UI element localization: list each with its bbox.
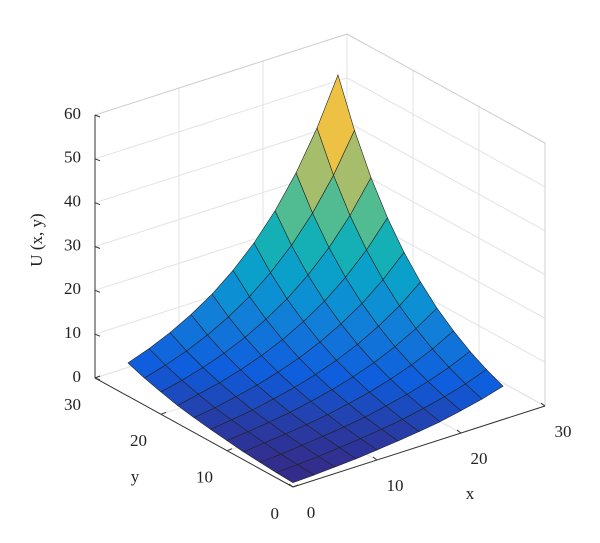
- z-tick: [94, 333, 101, 337]
- grid-line: [346, 165, 546, 275]
- grid-line: [346, 121, 546, 232]
- y-axis-label: y: [131, 467, 140, 486]
- y-tick-label: 10: [196, 468, 213, 487]
- x-tick-label: 10: [387, 476, 404, 495]
- z-tick-label: 50: [64, 148, 81, 167]
- y-tick: [94, 375, 101, 379]
- box-edge: [94, 33, 348, 116]
- z-tick-label: 30: [64, 235, 81, 254]
- grid-line: [94, 77, 348, 160]
- x-axis: [292, 405, 546, 488]
- y-tick: [160, 411, 167, 415]
- x-tick: [288, 483, 294, 488]
- y-tick-label: 20: [130, 431, 147, 450]
- x-tick: [372, 456, 378, 461]
- z-tick: [94, 114, 101, 118]
- surface-cell: [275, 464, 315, 483]
- x-tick-label: 20: [471, 449, 488, 468]
- z-tick: [94, 202, 101, 206]
- z-tick: [94, 289, 101, 293]
- z-tick-label: 0: [73, 367, 82, 386]
- x-tick: [456, 429, 462, 434]
- x-tick-label: 30: [555, 422, 572, 441]
- grid-line: [346, 77, 546, 188]
- z-tick-label: 20: [64, 279, 81, 298]
- y-tick-label: 0: [271, 504, 280, 523]
- x-axis-label: x: [466, 484, 475, 503]
- z-tick: [94, 246, 101, 249]
- grid-line: [94, 121, 348, 204]
- z-tick-label: 40: [64, 192, 81, 211]
- z-tick-label: 10: [64, 323, 81, 342]
- z-tick: [94, 377, 101, 381]
- z-axis-label: U (x, y): [27, 213, 46, 266]
- y-axis: [94, 377, 294, 488]
- z-tick-label: 60: [64, 104, 81, 123]
- y-tick: [292, 484, 299, 488]
- y-tick-label: 30: [64, 395, 81, 414]
- x-tick: [540, 402, 546, 407]
- z-tick: [94, 158, 101, 162]
- box-edge: [346, 33, 546, 144]
- y-tick: [226, 448, 233, 452]
- x-tick-label: 0: [307, 503, 316, 522]
